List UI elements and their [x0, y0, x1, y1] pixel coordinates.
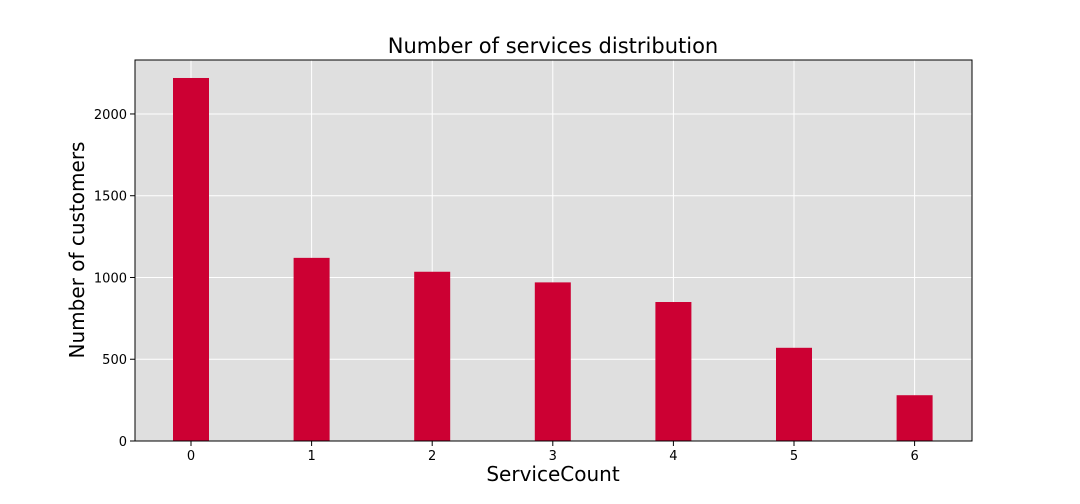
y-tick-label: 0: [119, 435, 127, 450]
x-tick-label: 2: [428, 449, 436, 464]
x-tick-label: 1: [307, 449, 315, 464]
bar-2: [414, 271, 451, 441]
bar-1: [293, 257, 330, 441]
chart-title: Number of services distribution: [388, 34, 718, 58]
bars: [173, 77, 933, 441]
x-tick-label: 5: [790, 449, 798, 464]
bar-0: [173, 77, 209, 441]
y-tick-label: 1500: [94, 190, 127, 205]
bar-4: [655, 302, 692, 441]
y-tick-label: 500: [102, 353, 127, 368]
plot-frame: [134, 59, 973, 442]
x-tick-label: 0: [187, 449, 195, 464]
y-axis-label: Number of customers: [65, 142, 89, 359]
bar-3: [534, 282, 571, 441]
x-tick-label: 4: [669, 449, 677, 464]
x-tick-label: 6: [910, 449, 918, 464]
x-tick-label: 3: [549, 449, 557, 464]
x-axis-label: ServiceCount: [486, 462, 619, 486]
y-tick-label: 2000: [94, 108, 127, 123]
bar-6: [896, 395, 933, 441]
y-tick-label: 1000: [94, 271, 127, 286]
x-axis-ticks: 0 1 2 3 4 5 6: [187, 441, 919, 464]
y-axis-ticks: 0 500 1000 1500 2000: [94, 108, 135, 450]
bar-5: [776, 347, 812, 441]
